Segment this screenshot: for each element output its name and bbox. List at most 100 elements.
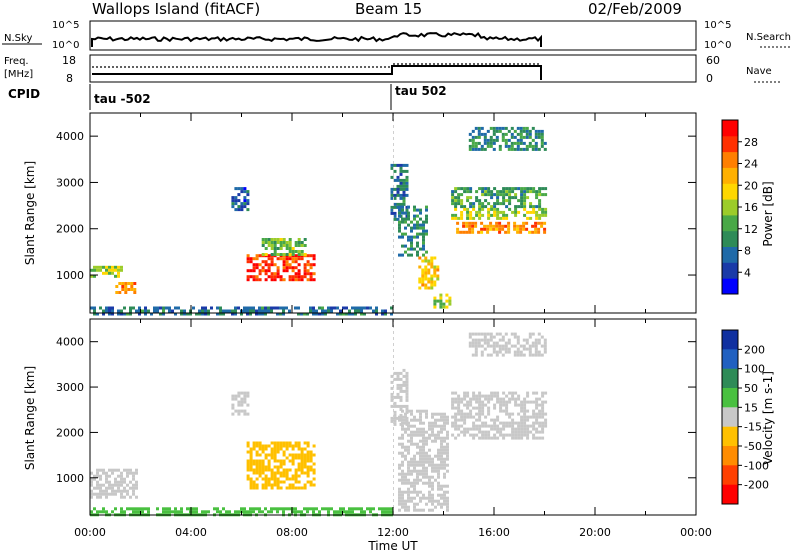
heat-cell [510,144,514,148]
heat-cell [351,306,354,310]
heat-cell [276,269,280,273]
heat-cell [246,193,250,197]
heat-cell [129,480,132,484]
heat-cell [285,477,289,481]
heat-cell [523,400,527,404]
heat-cell [306,272,310,276]
heat-cell [422,421,425,425]
heat-cell [264,465,268,469]
heat-cell [129,471,132,475]
heat-cell [421,259,425,263]
heat-cell [398,220,401,224]
heat-cell [493,205,497,209]
heat-cell [276,266,280,270]
heat-cell [525,144,529,148]
heat-cell [114,268,117,272]
freq-series [92,65,542,80]
heat-cell [282,244,286,247]
heat-cell [407,472,410,476]
heat-cell [351,312,354,316]
heat-cell [446,445,449,449]
heat-cell [440,430,443,434]
heat-cell [495,341,499,345]
heat-cell [297,253,301,256]
heat-cell [372,309,375,313]
heat-cell [246,394,250,398]
heat-cell [402,184,406,188]
heat-cell [300,244,304,247]
heat-cell [288,444,292,448]
heat-cell [102,468,105,472]
heat-cell [410,496,413,500]
heat-cell [258,453,262,457]
heat-cell [401,421,404,425]
heat-cell [505,205,509,209]
heat-cell [147,507,150,511]
heat-cell [132,477,135,481]
heat-cell [514,207,518,211]
heat-cell [422,433,425,437]
heat-cell [270,483,274,487]
heat-cell [120,507,123,511]
heat-cell [425,232,428,236]
heat-cell [273,471,277,475]
heat-cell [177,306,180,310]
heat-cell [446,448,449,452]
heat-cell [401,235,404,239]
heat-cell [276,465,280,469]
heat-cell [261,444,265,448]
heat-cell [486,353,490,357]
heat-cell [306,269,310,273]
heat-cell [234,187,238,191]
heat-cell [454,412,458,416]
heat-cell [457,427,461,431]
nsearch-tick-bottom: 10^0 [704,40,731,51]
heat-cell [204,510,207,514]
colorbar-tick-label: 15 [744,401,758,414]
heat-cell [433,299,437,303]
heat-cell [481,394,485,398]
heat-cell [279,312,282,316]
heat-cell [306,507,309,511]
heat-cell [252,257,256,261]
heat-cell [288,278,292,282]
heat-cell [306,459,310,463]
heat-cell [531,341,535,345]
heat-cell [279,486,283,490]
heat-cell [434,421,437,425]
heat-cell [457,202,461,206]
heat-cell [454,216,458,220]
heat-cell [446,421,449,425]
heat-cell [135,510,138,514]
heat-cell [471,135,475,139]
heat-cell [478,403,482,407]
heat-cell [535,216,539,220]
heat-cell [422,442,425,446]
heat-cell [270,241,274,244]
heat-cell [534,338,538,342]
heat-cell [522,347,526,351]
colorbar-segment [722,246,738,263]
colorbar-tick-label: -200 [744,479,769,492]
heat-cell [543,221,547,225]
heat-cell [162,309,165,313]
heat-cell [300,450,304,454]
station-title: Wallops Island (fitACF) [92,0,260,18]
heat-cell [276,510,279,514]
heat-cell [436,299,440,303]
heat-cell [297,465,301,469]
heat-cell [519,224,523,228]
heat-cell [282,306,285,310]
heat-cell [541,403,545,407]
heat-cell [105,510,108,514]
heat-cell [424,274,428,278]
heat-cell [258,468,262,472]
heat-cell [303,244,307,247]
heat-cell [468,230,472,234]
heat-cell [443,415,446,419]
heat-cell [255,465,259,469]
heat-cell [534,144,538,148]
heat-cell [520,190,524,194]
heat-cell [398,436,401,440]
heat-cell [264,260,268,264]
